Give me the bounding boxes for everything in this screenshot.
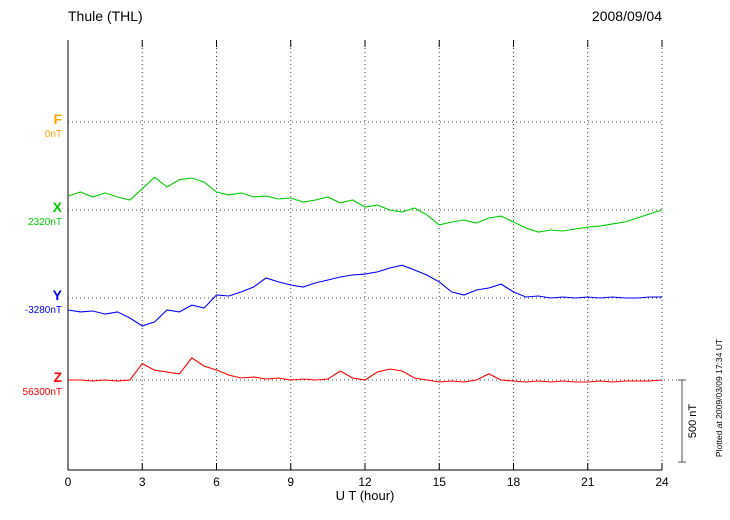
series-baseline-value-X: 2320nT bbox=[28, 217, 62, 228]
date-label: 2008/09/04 bbox=[591, 8, 662, 24]
series-baseline-value-F: 0nT bbox=[45, 129, 62, 140]
series-label-F: F bbox=[53, 111, 62, 127]
x-tick-label: 3 bbox=[139, 475, 146, 489]
x-tick-label: 24 bbox=[655, 475, 669, 489]
series-baseline-value-Z: 56300nT bbox=[23, 387, 62, 398]
series-label-Z: Z bbox=[53, 369, 62, 385]
x-tick-label: 18 bbox=[507, 475, 521, 489]
series-label-X: X bbox=[53, 199, 63, 215]
x-tick-label: 0 bbox=[65, 475, 72, 489]
x-tick-label: 9 bbox=[287, 475, 294, 489]
trace-X bbox=[67, 176, 663, 233]
trace-Y bbox=[67, 264, 662, 327]
series-baseline-value-Y: -3280nT bbox=[25, 305, 62, 316]
x-tick-label: 6 bbox=[213, 475, 220, 489]
x-tick-label: 21 bbox=[581, 475, 595, 489]
trace-Z bbox=[68, 357, 663, 383]
x-tick-label: 15 bbox=[433, 475, 447, 489]
series-label-Y: Y bbox=[53, 287, 63, 303]
scale-bar-label: 500 nT bbox=[687, 404, 699, 439]
plotted-at-watermark: Plotted at 2009/03/09 17:34 UT bbox=[714, 339, 724, 457]
x-axis-title: U T (hour) bbox=[335, 488, 395, 503]
x-tick-label: 12 bbox=[358, 475, 372, 489]
page-title: Thule (THL) bbox=[68, 8, 143, 24]
